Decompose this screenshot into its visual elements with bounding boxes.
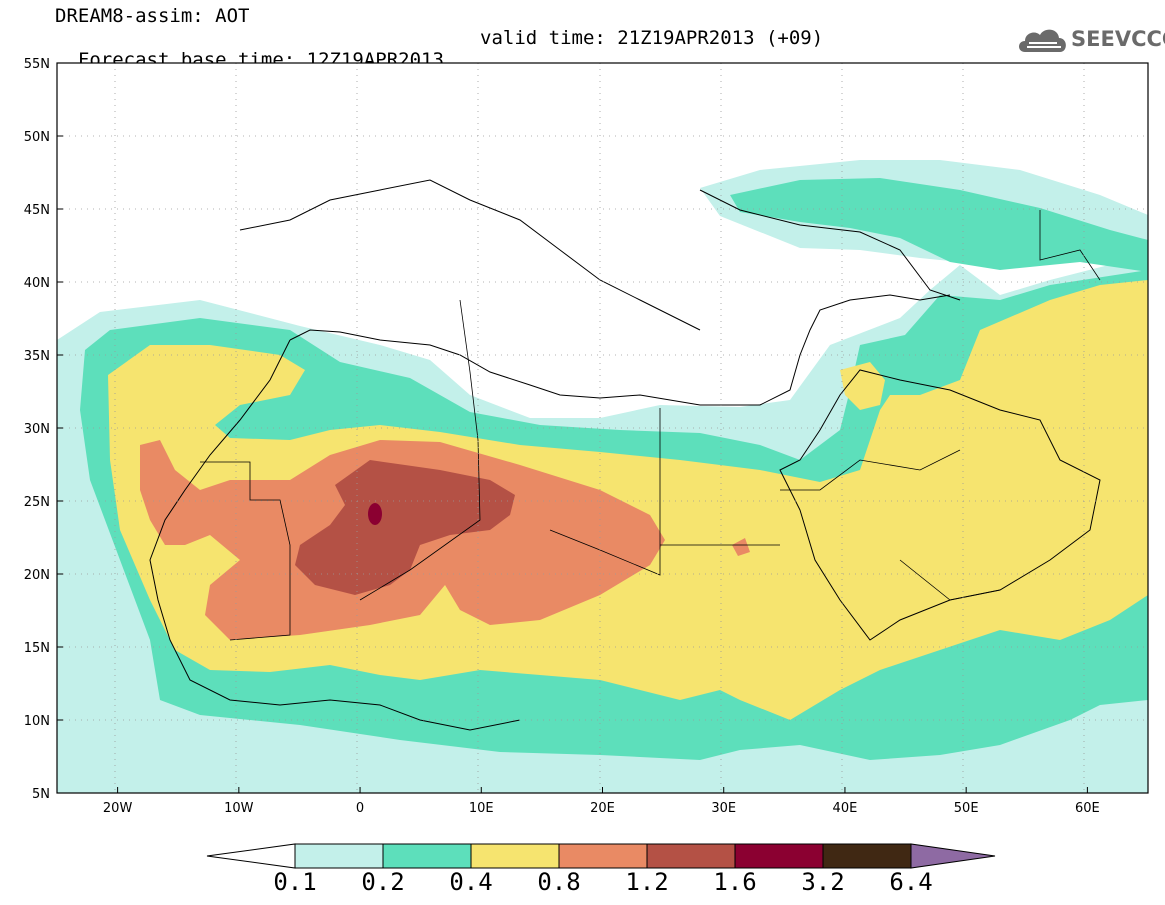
colorbar-label: 1.6 xyxy=(713,868,757,896)
cloud-icon xyxy=(1019,29,1066,52)
colorbar-segment-2 xyxy=(470,843,560,869)
lat-tick-5N: 5N xyxy=(32,787,50,802)
colorbar-segment-3 xyxy=(558,843,648,869)
latitude-axis: 55N 50N 45N 40N 35N 30N 25N 20N 15N 10N 5N xyxy=(24,57,63,802)
lon-tick-60E: 60E xyxy=(1075,801,1100,816)
colorbar-label: 0.8 xyxy=(537,868,581,896)
colorbar-label: 0.2 xyxy=(361,868,405,896)
colorbar-label: 6.4 xyxy=(889,868,933,896)
aot-band-1.2 xyxy=(295,460,515,595)
longitude-axis: 20W 10W 0 10E 20E 30E 40E 50E 60E xyxy=(103,787,1100,816)
seevccc-logo: SEEVCCC xyxy=(1015,24,1165,56)
lon-tick-0: 0 xyxy=(356,801,364,816)
lat-tick-35N: 35N xyxy=(24,349,50,364)
colorbar-segment-6 xyxy=(822,843,912,869)
lon-tick-20E: 20E xyxy=(590,801,615,816)
colorbar-segment-4 xyxy=(646,843,736,869)
lat-tick-30N: 30N xyxy=(24,422,50,437)
coastlines xyxy=(149,179,1101,731)
lat-tick-40N: 40N xyxy=(24,276,50,291)
colorbar-segment-0 xyxy=(294,843,384,869)
colorbar-segment-1 xyxy=(382,843,472,869)
colorbar-under-arrow xyxy=(206,843,296,869)
colorbar-segment-5 xyxy=(734,843,824,869)
aot-band-1.6 xyxy=(368,503,382,525)
lon-tick-10E: 10E xyxy=(469,801,494,816)
lon-tick-40E: 40E xyxy=(833,801,858,816)
lon-tick-30E: 30E xyxy=(711,801,736,816)
colorbar-label: 1.2 xyxy=(625,868,669,896)
lat-tick-15N: 15N xyxy=(24,641,50,656)
lon-tick-50E: 50E xyxy=(954,801,979,816)
country-borders xyxy=(200,210,1101,641)
lat-tick-25N: 25N xyxy=(24,495,50,510)
colorbar-over-arrow xyxy=(910,843,996,869)
lat-tick-55N: 55N xyxy=(24,57,50,72)
lat-tick-10N: 10N xyxy=(24,714,50,729)
lat-tick-45N: 45N xyxy=(24,203,50,218)
colorbar-label: 0.4 xyxy=(449,868,493,896)
colorbar xyxy=(206,843,996,869)
colorbar-label: 0.1 xyxy=(273,868,317,896)
map-title: DREAM8-assim: AOT xyxy=(55,5,250,27)
lon-tick-10W: 10W xyxy=(224,801,254,816)
lon-tick-20W: 20W xyxy=(103,801,133,816)
colorbar-label: 3.2 xyxy=(801,868,845,896)
lat-tick-50N: 50N xyxy=(24,130,50,145)
valid-time: valid time: 21Z19APR2013 (+09) xyxy=(480,27,824,49)
lat-tick-20N: 20N xyxy=(24,568,50,583)
